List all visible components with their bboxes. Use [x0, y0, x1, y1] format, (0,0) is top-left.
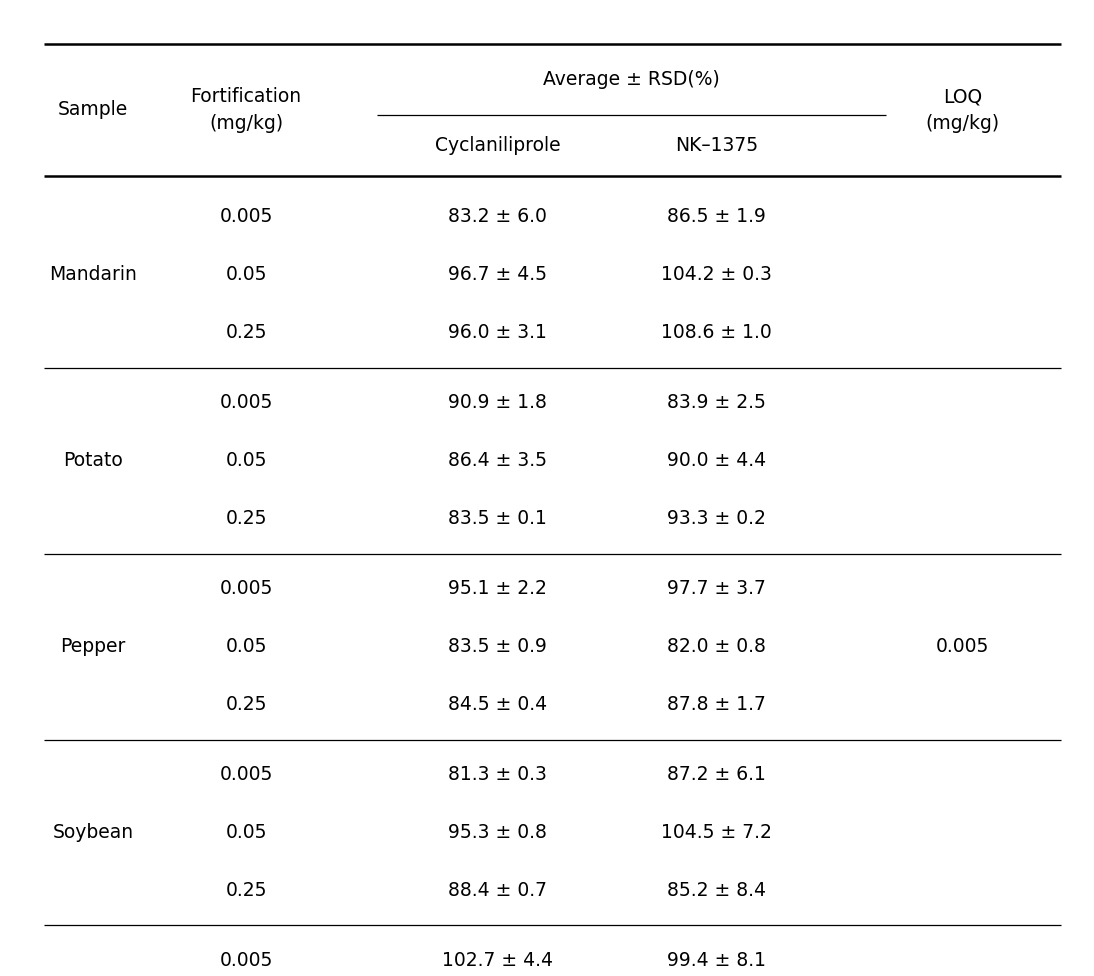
Text: Cyclaniliprole: Cyclaniliprole — [435, 136, 560, 155]
Text: 0.005: 0.005 — [220, 951, 272, 970]
Text: Sample: Sample — [58, 101, 128, 119]
Text: 104.5 ± 7.2: 104.5 ± 7.2 — [661, 823, 772, 842]
Text: 102.7 ± 4.4: 102.7 ± 4.4 — [442, 951, 554, 970]
Text: 84.5 ± 0.4: 84.5 ± 0.4 — [449, 695, 547, 714]
Text: 83.2 ± 6.0: 83.2 ± 6.0 — [449, 207, 547, 226]
Text: 90.0 ± 4.4: 90.0 ± 4.4 — [667, 451, 766, 470]
Text: 0.005: 0.005 — [220, 393, 272, 412]
Text: Fortification
(mg/kg): Fortification (mg/kg) — [190, 87, 302, 133]
Text: 0.005: 0.005 — [220, 207, 272, 226]
Text: 96.7 ± 4.5: 96.7 ± 4.5 — [449, 265, 547, 284]
Text: 0.005: 0.005 — [220, 765, 272, 784]
Text: 0.005: 0.005 — [936, 637, 989, 656]
Text: 82.0 ± 0.8: 82.0 ± 0.8 — [667, 637, 766, 656]
Text: 99.4 ± 8.1: 99.4 ± 8.1 — [667, 951, 766, 970]
Text: 0.25: 0.25 — [225, 509, 267, 528]
Text: 0.25: 0.25 — [225, 323, 267, 343]
Text: Pepper: Pepper — [60, 637, 126, 656]
Text: 87.8 ± 1.7: 87.8 ± 1.7 — [667, 695, 766, 714]
Text: 86.4 ± 3.5: 86.4 ± 3.5 — [449, 451, 547, 470]
Text: Soybean: Soybean — [53, 823, 133, 842]
Text: 88.4 ± 0.7: 88.4 ± 0.7 — [449, 881, 547, 900]
Text: 87.2 ± 6.1: 87.2 ± 6.1 — [667, 765, 766, 784]
Text: Mandarin: Mandarin — [49, 265, 137, 284]
Text: 0.05: 0.05 — [225, 637, 267, 656]
Text: Average ± RSD(%): Average ± RSD(%) — [544, 70, 720, 89]
Text: 86.5 ± 1.9: 86.5 ± 1.9 — [667, 207, 766, 226]
Text: 0.05: 0.05 — [225, 451, 267, 470]
Text: 95.3 ± 0.8: 95.3 ± 0.8 — [449, 823, 547, 842]
Text: 0.25: 0.25 — [225, 695, 267, 714]
Text: 83.9 ± 2.5: 83.9 ± 2.5 — [667, 393, 766, 412]
Text: 0.05: 0.05 — [225, 265, 267, 284]
Text: 95.1 ± 2.2: 95.1 ± 2.2 — [449, 579, 547, 598]
Text: 83.5 ± 0.9: 83.5 ± 0.9 — [449, 637, 547, 656]
Text: 93.3 ± 0.2: 93.3 ± 0.2 — [667, 509, 766, 528]
Text: 85.2 ± 8.4: 85.2 ± 8.4 — [667, 881, 766, 900]
Text: 83.5 ± 0.1: 83.5 ± 0.1 — [449, 509, 547, 528]
Text: LOQ
(mg/kg): LOQ (mg/kg) — [926, 87, 1000, 133]
Text: 0.05: 0.05 — [225, 823, 267, 842]
Text: 104.2 ± 0.3: 104.2 ± 0.3 — [661, 265, 772, 284]
Text: 97.7 ± 3.7: 97.7 ± 3.7 — [667, 579, 766, 598]
Text: 96.0 ± 3.1: 96.0 ± 3.1 — [449, 323, 547, 343]
Text: 108.6 ± 1.0: 108.6 ± 1.0 — [661, 323, 772, 343]
Text: 90.9 ± 1.8: 90.9 ± 1.8 — [449, 393, 547, 412]
Text: 0.005: 0.005 — [220, 579, 272, 598]
Text: Potato: Potato — [63, 451, 123, 470]
Text: 0.25: 0.25 — [225, 881, 267, 900]
Text: NK–1375: NK–1375 — [675, 136, 758, 155]
Text: 81.3 ± 0.3: 81.3 ± 0.3 — [449, 765, 547, 784]
